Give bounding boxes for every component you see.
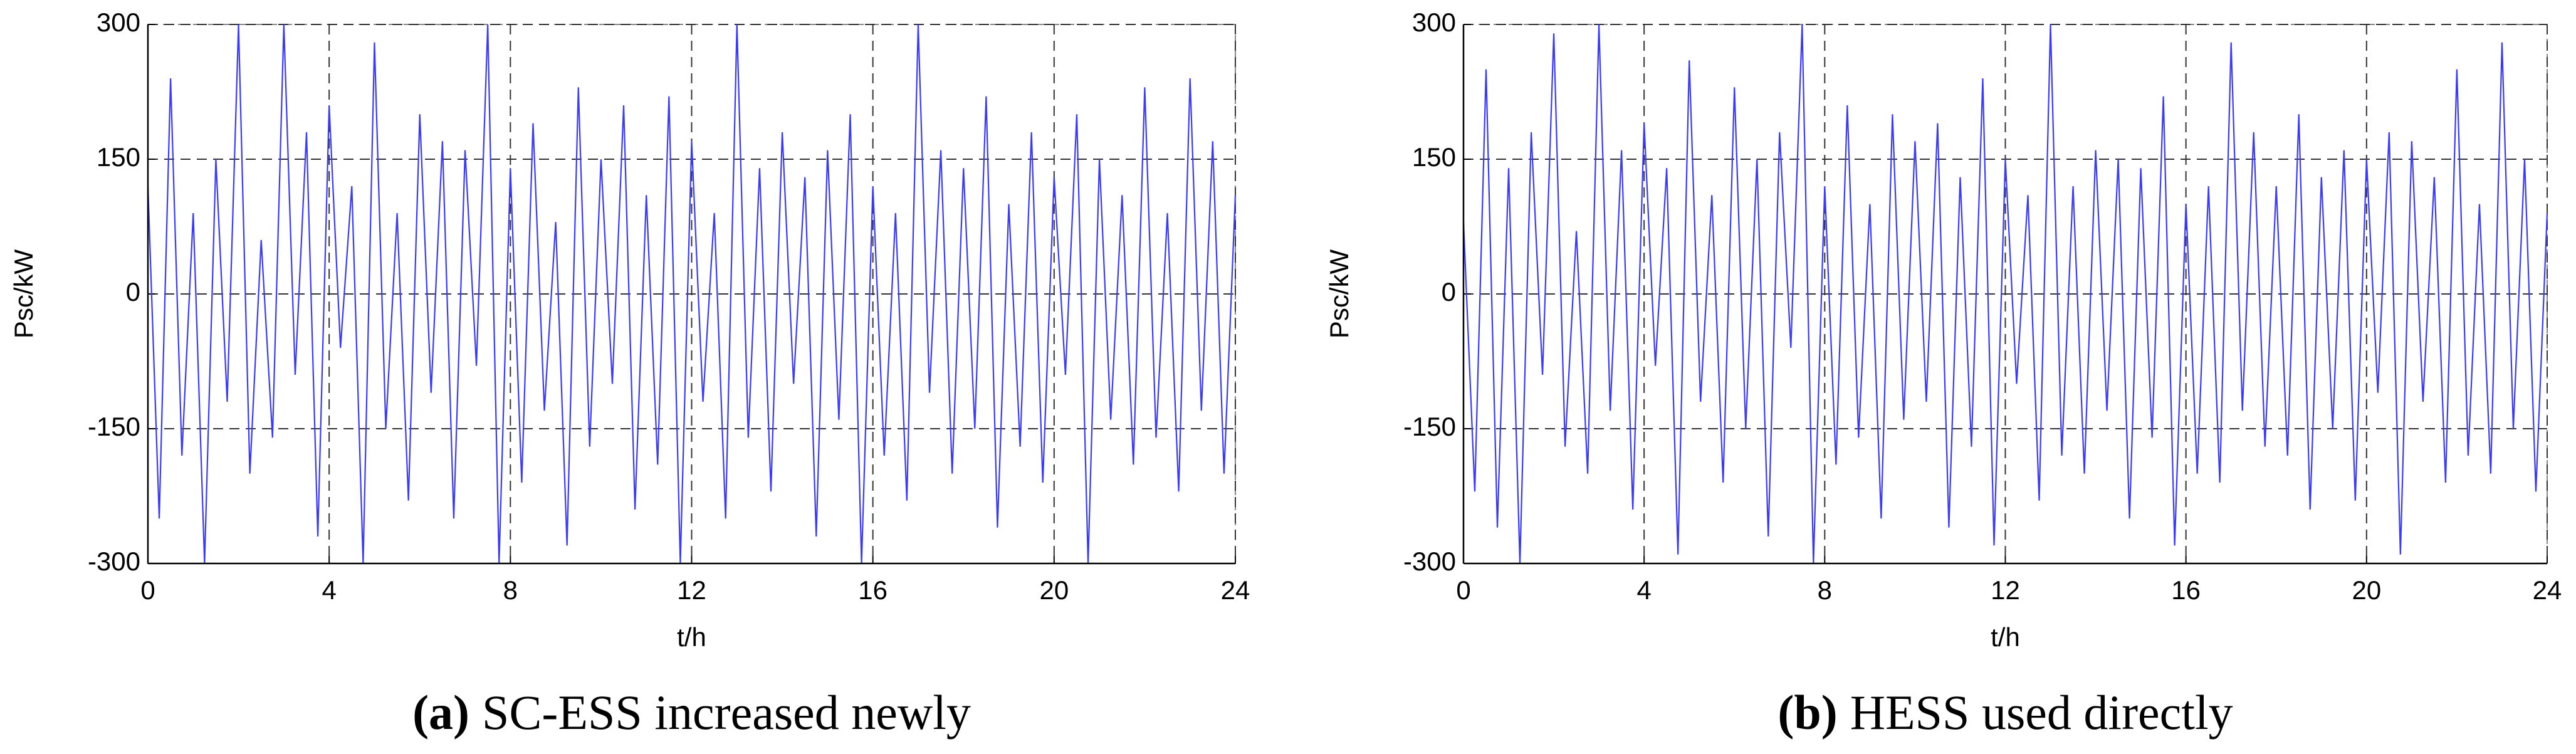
x-tick-label: 24 <box>1221 575 1250 605</box>
x-tick-label: 8 <box>503 575 518 605</box>
y-tick-label: -150 <box>88 412 140 441</box>
y-axis-label: Psc/kW <box>9 249 38 338</box>
x-tick-label: 24 <box>2533 575 2562 605</box>
x-tick-label: 8 <box>1818 575 1832 605</box>
y-tick-label: 0 <box>1442 277 1456 306</box>
data-line <box>1462 24 2548 564</box>
caption-text: SC-ESS increased newly <box>482 685 971 740</box>
x-tick-label: 16 <box>2171 575 2201 605</box>
y-tick-label: 150 <box>1412 142 1456 172</box>
x-axis-label: t/h <box>677 622 706 652</box>
y-axis-label: Psc/kW <box>1324 249 1354 338</box>
x-tick-label: 16 <box>858 575 887 605</box>
x-tick-label: 0 <box>140 575 155 605</box>
caption: (a) SC-ESS increased newly <box>412 685 971 740</box>
x-tick-label: 0 <box>1456 575 1470 605</box>
x-tick-label: 4 <box>322 575 336 605</box>
caption-label: (a) <box>412 685 469 740</box>
caption-label: (b) <box>1778 685 1837 740</box>
y-tick-label: 300 <box>1412 8 1456 37</box>
x-tick-label: 20 <box>1039 575 1069 605</box>
y-tick-label: 150 <box>97 142 140 172</box>
x-tick-label: 20 <box>2352 575 2381 605</box>
x-tick-label: 12 <box>677 575 706 605</box>
data-line <box>147 24 1237 564</box>
y-tick-label: 0 <box>126 277 140 306</box>
x-tick-label: 4 <box>1636 575 1651 605</box>
y-tick-label: -150 <box>1403 412 1456 441</box>
x-tick-label: 12 <box>1991 575 2020 605</box>
caption: (b) HESS used directly <box>1778 685 2233 740</box>
y-tick-label: 300 <box>97 8 140 37</box>
caption-text: HESS used directly <box>1850 685 2233 740</box>
y-tick-label: -300 <box>1403 547 1456 576</box>
x-axis-label: t/h <box>1991 622 2020 652</box>
y-tick-label: -300 <box>88 547 140 576</box>
